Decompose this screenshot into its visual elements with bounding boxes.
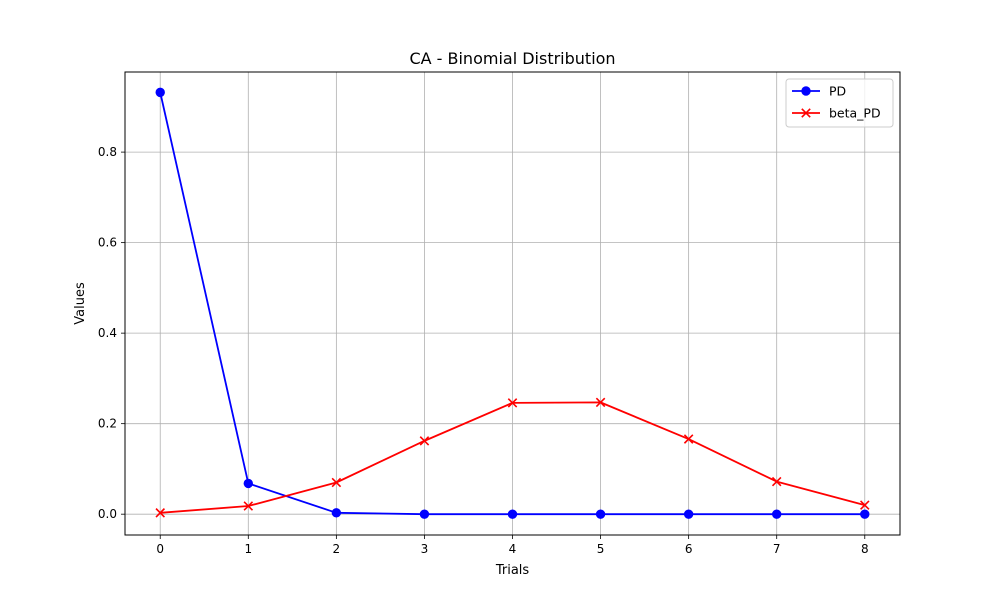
x-tick-label: 8 <box>861 542 869 556</box>
data-point-beta-pd <box>595 397 606 408</box>
x-tick-label: 3 <box>421 542 429 556</box>
x-marker-stroke <box>683 434 694 444</box>
x-marker-stroke <box>331 477 342 488</box>
x-tick-label: 2 <box>333 542 341 556</box>
data-point-pd <box>155 87 165 98</box>
data-point-beta-pd <box>507 398 518 408</box>
x-marker-stroke <box>771 476 782 487</box>
y-tick-label: 0.4 <box>98 326 117 340</box>
legend-label: beta_PD <box>829 106 881 121</box>
tick-layer: 0 1 2 3 4 5 6 7 8 0.0 0.2 0.4 0.6 0.8 <box>98 145 869 556</box>
data-point-beta-pd <box>331 477 342 488</box>
series-beta-pd <box>155 397 870 518</box>
data-point-beta-pd <box>419 436 430 446</box>
x-marker-stroke <box>419 436 430 446</box>
data-point-beta-pd <box>771 476 782 487</box>
data-point-beta-pd <box>860 500 870 510</box>
legend: PD beta_PD <box>785 78 894 128</box>
x-tick-label: 1 <box>244 542 252 556</box>
data-point-beta-pd <box>243 501 254 511</box>
data-point-pd <box>860 509 870 519</box>
data-point-pd <box>243 478 253 489</box>
data-point-pd <box>419 509 430 519</box>
y-tick-label: 0.2 <box>98 417 117 431</box>
data-point-pd <box>595 509 606 519</box>
x-marker-stroke <box>155 508 165 518</box>
x-tick-label: 5 <box>597 542 605 556</box>
series-layer <box>155 87 870 519</box>
data-point-pd <box>772 509 782 519</box>
x-axis-label: Trials <box>495 563 530 578</box>
legend-marker <box>801 86 811 96</box>
data-point-pd <box>331 508 342 518</box>
y-tick-label: 0.6 <box>98 236 117 250</box>
chart-title: CA - Binomial Distribution <box>409 49 615 68</box>
x-tick-label: 7 <box>773 542 781 556</box>
x-tick-label: 6 <box>685 542 693 556</box>
data-point-beta-pd <box>683 434 694 444</box>
data-point-beta-pd <box>155 508 165 518</box>
y-tick-label: 0.0 <box>98 507 117 521</box>
legend-entry-beta-pd: beta_PD <box>792 106 881 121</box>
x-marker-stroke <box>507 398 518 408</box>
x-marker-stroke <box>801 108 811 118</box>
x-marker-stroke <box>595 397 606 408</box>
legend-marker <box>801 108 811 118</box>
x-marker-stroke <box>243 501 254 511</box>
data-point-pd <box>683 509 694 519</box>
y-tick-label: 0.8 <box>98 145 117 159</box>
legend-label: PD <box>829 84 846 99</box>
legend-entry-pd: PD <box>792 84 846 99</box>
series-pd <box>155 87 870 519</box>
y-axis-label: Values <box>73 282 88 325</box>
legend-entries: PD beta_PD <box>792 84 881 121</box>
x-tick-label: 4 <box>509 542 517 556</box>
x-marker-stroke <box>860 500 870 510</box>
data-point-pd <box>507 509 518 519</box>
x-tick-label: 0 <box>156 542 164 556</box>
